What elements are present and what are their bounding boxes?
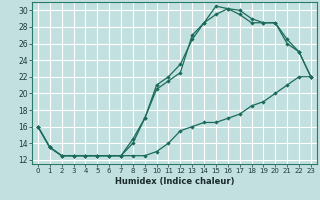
X-axis label: Humidex (Indice chaleur): Humidex (Indice chaleur) — [115, 177, 234, 186]
